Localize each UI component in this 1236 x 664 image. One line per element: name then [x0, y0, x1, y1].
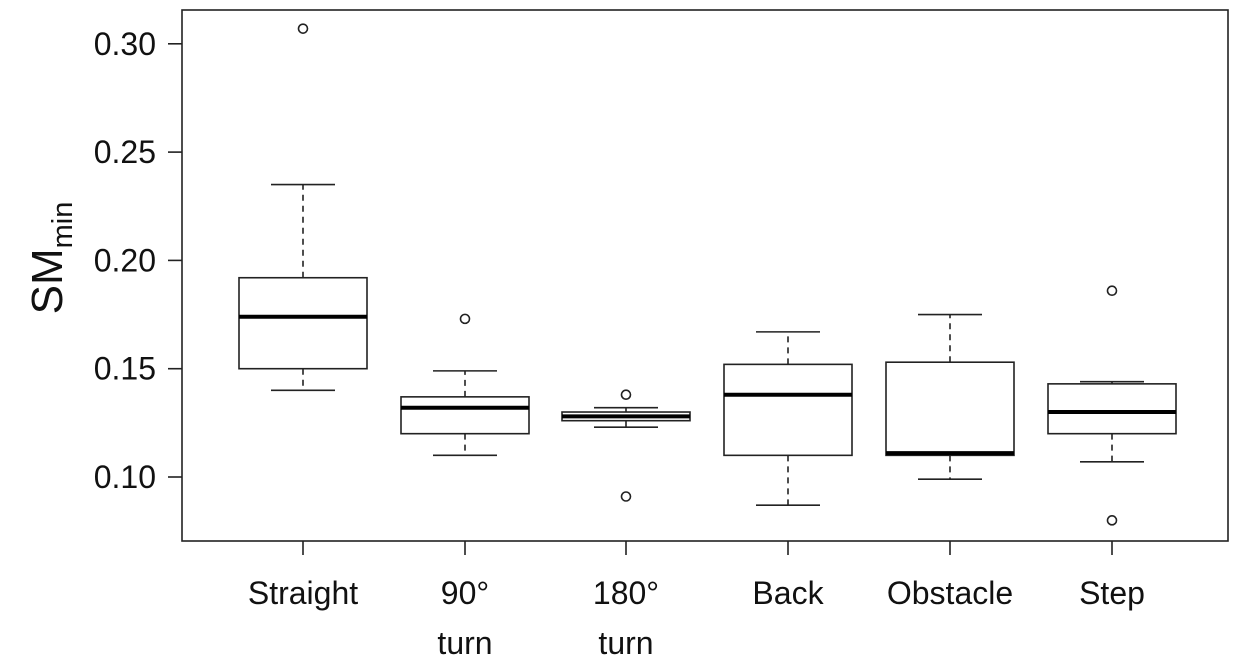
outlier-point: [1106, 285, 1118, 297]
outlier-point: [620, 491, 632, 502]
box-5: [1047, 285, 1177, 526]
y-axis-label-subscript: min: [47, 202, 79, 249]
box-series: [238, 23, 1177, 526]
outlier-point: [459, 313, 471, 325]
outlier-point: [297, 23, 309, 34]
box-2: [561, 389, 691, 502]
y-axis: 0.10 0.15 0.20 0.25 0.30: [94, 26, 182, 495]
box-1: [400, 313, 530, 457]
x-category-label: turn: [437, 625, 492, 659]
x-category-label: Straight: [248, 575, 358, 611]
x-axis: Straight 90° turn 180° turn Back Obstacle Step: [248, 541, 1145, 661]
iqr-box: [723, 363, 853, 457]
outlier-point: [1106, 515, 1118, 526]
plot-area-frame: [181, 9, 1229, 542]
outlier-point: [620, 389, 632, 400]
x-category-label: Step: [1079, 575, 1145, 611]
iqr-box: [238, 276, 368, 370]
iqr-box: [400, 396, 530, 435]
x-category-label: Obstacle: [887, 575, 1013, 611]
x-category-label: 180°: [593, 575, 659, 611]
box-4: [885, 313, 1015, 480]
y-axis-label: SMmin: [23, 202, 79, 315]
x-category-label: turn: [598, 625, 653, 659]
box-0: [238, 23, 368, 392]
y-tick-label: 0.15: [94, 351, 156, 387]
x-category-label: 90°: [441, 575, 489, 611]
y-tick-label: 0.30: [94, 26, 156, 62]
iqr-box: [885, 361, 1015, 457]
x-category-label: Back: [752, 575, 824, 611]
y-tick-label: 0.25: [94, 134, 156, 170]
iqr-box: [1047, 383, 1177, 435]
box-3: [723, 331, 853, 506]
y-tick-label: 0.10: [94, 459, 156, 495]
y-tick-label: 0.20: [94, 242, 156, 278]
y-axis-label-main: SM: [23, 248, 72, 314]
